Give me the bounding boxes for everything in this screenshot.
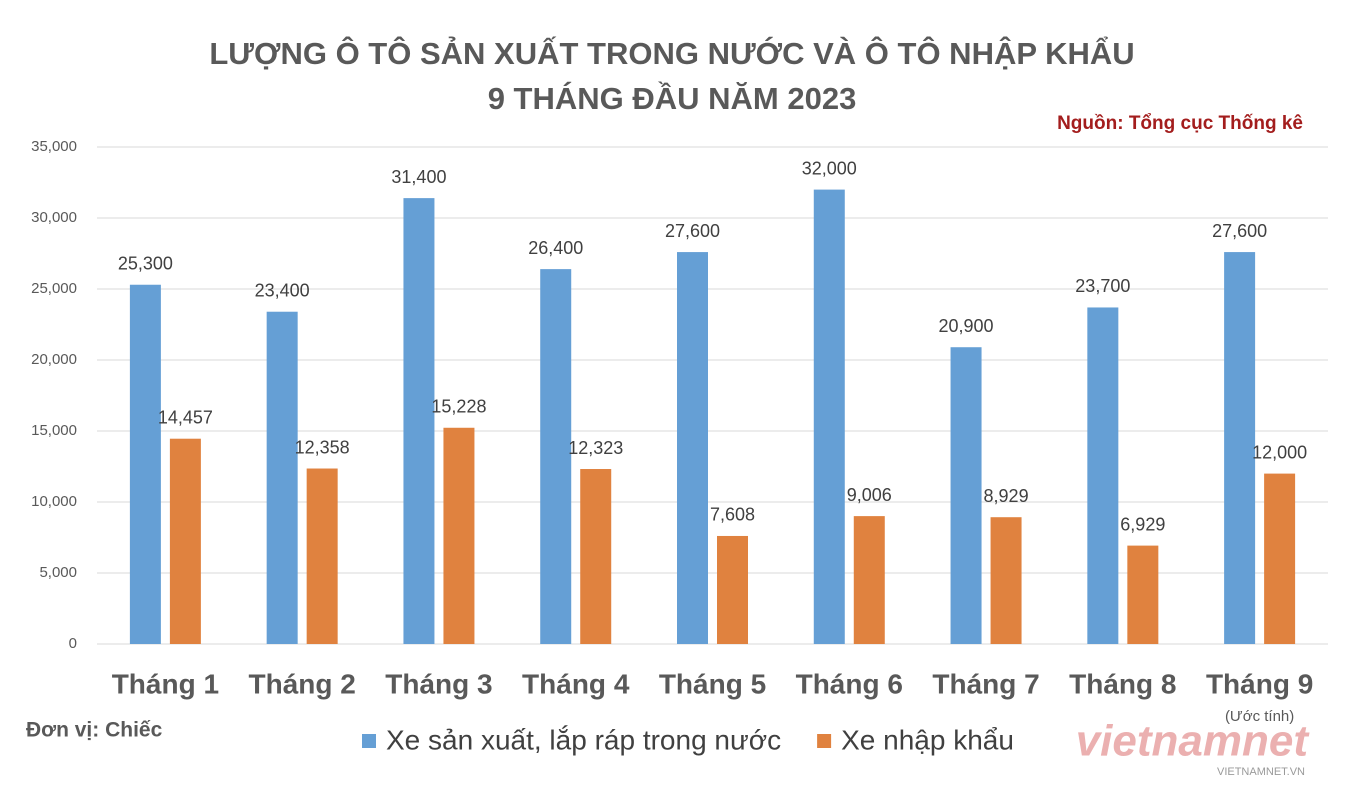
- value-label: 9,006: [847, 485, 892, 505]
- watermark: vietnamnet: [1076, 717, 1311, 766]
- x-tick-label: Tháng 9: [1206, 668, 1313, 699]
- bar: [306, 468, 338, 644]
- x-tick-label: Tháng 6: [796, 668, 903, 699]
- y-tick-label: 35,000: [31, 138, 77, 155]
- bar: [813, 189, 845, 644]
- bar: [1264, 473, 1296, 644]
- y-tick-label: 20,000: [31, 351, 77, 368]
- value-label: 20,900: [939, 316, 994, 336]
- legend-swatch: [817, 734, 832, 748]
- value-label: 25,300: [118, 253, 173, 273]
- value-label: 12,323: [568, 438, 623, 458]
- bar: [677, 252, 708, 644]
- bar: [990, 517, 1022, 644]
- legend-label: Xe nhập khẩu: [841, 724, 1014, 755]
- x-tick-label: Tháng 5: [659, 668, 766, 699]
- bar: [580, 469, 612, 644]
- bar: [717, 535, 748, 644]
- value-label: 26,400: [528, 238, 583, 258]
- watermark-url: VIETNAMNET.VN: [1217, 766, 1305, 778]
- y-tick-label: 30,000: [31, 209, 77, 226]
- bar: [443, 427, 475, 644]
- y-tick-label: 5,000: [39, 564, 77, 581]
- bar: [1087, 307, 1119, 644]
- bar: [403, 198, 435, 644]
- source: Nguồn: Tổng cục Thống kê: [1057, 113, 1303, 134]
- category-note: (Ước tính): [1225, 708, 1294, 725]
- x-tick-label: Tháng 2: [248, 668, 355, 699]
- value-label: 14,457: [158, 407, 213, 427]
- bar: [129, 284, 161, 644]
- unit-note: Đơn vị: Chiếc: [26, 719, 163, 742]
- value-label: 12,358: [295, 437, 350, 457]
- bar: [540, 269, 572, 644]
- value-label: 27,600: [665, 221, 720, 241]
- value-label: 6,929: [1120, 514, 1165, 534]
- y-tick-label: 25,000: [31, 280, 77, 297]
- x-tick-label: Tháng 8: [1069, 668, 1176, 699]
- value-label: 7,608: [710, 505, 755, 525]
- y-tick-label: 0: [69, 635, 77, 652]
- value-label: 8,929: [984, 486, 1029, 506]
- value-label: 12,000: [1252, 442, 1307, 462]
- bar: [853, 516, 885, 644]
- y-tick-label: 10,000: [31, 493, 77, 510]
- chart-title: LƯỢNG Ô TÔ SẢN XUẤT TRONG NƯỚC VÀ Ô TÔ N…: [209, 35, 1134, 71]
- value-label: 23,400: [255, 280, 310, 300]
- value-label: 32,000: [802, 158, 857, 178]
- x-tick-label: Tháng 1: [112, 668, 219, 699]
- bar: [950, 347, 982, 644]
- x-tick-label: Tháng 4: [522, 668, 630, 699]
- bar: [1224, 252, 1256, 644]
- legend-label: Xe sản xuất, lắp ráp trong nước: [386, 724, 781, 755]
- legend-swatch: [362, 734, 376, 748]
- x-tick-label: Tháng 3: [385, 668, 492, 699]
- x-tick-label: Tháng 7: [932, 668, 1039, 699]
- value-label: 23,700: [1075, 276, 1130, 296]
- y-tick-label: 15,000: [31, 422, 77, 439]
- bar: [1127, 545, 1159, 644]
- bar: [169, 438, 201, 644]
- bar: [266, 311, 298, 644]
- value-label: 31,400: [391, 167, 446, 187]
- value-label: 27,600: [1212, 221, 1267, 241]
- value-label: 15,228: [431, 397, 486, 417]
- chart-title: 9 THÁNG ĐẦU NĂM 2023: [488, 81, 857, 116]
